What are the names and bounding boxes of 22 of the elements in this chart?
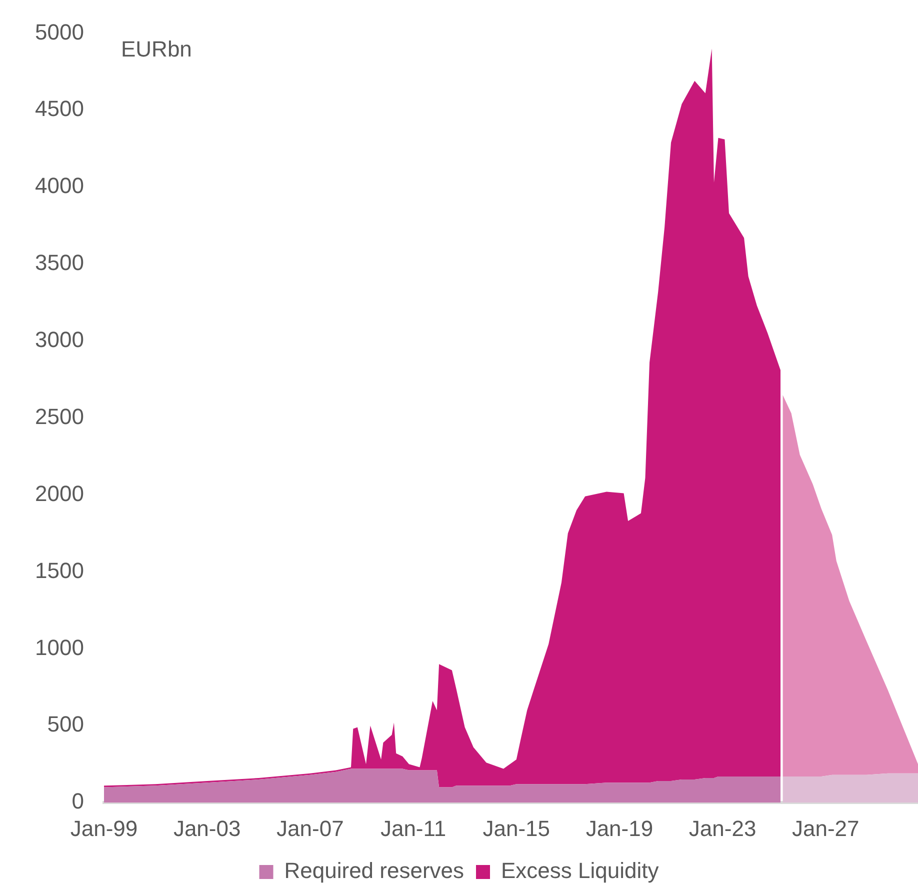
y-tick-label: 3500 [35,250,84,276]
y-tick-label: 2000 [35,480,84,506]
x-tick-label: Jan-11 [380,816,446,841]
y-tick-label: 3000 [35,327,84,352]
legend-label: Excess Liquidity [501,858,659,884]
y-tick-label: 0 [72,788,84,814]
x-tick-label: Jan-99 [70,816,138,841]
y-tick-label: 4000 [35,173,84,198]
y-tick-label: 4500 [35,96,84,122]
y-tick-label: 500 [47,712,84,737]
y-tick-label: 5000 [35,19,84,44]
legend-label: Required reserves [284,858,464,884]
x-tick-label: Jan-15 [482,816,550,841]
y-tick-label: 1000 [35,634,84,660]
y-tick-label: 1500 [35,558,84,583]
x-tick-label: Jan-27 [792,816,860,841]
x-tick-label: Jan-07 [276,816,344,841]
y-tick-label: 2500 [35,404,84,429]
x-tick-label: Jan-23 [688,816,756,841]
x-tick-label: Jan-19 [586,816,654,841]
x-tick-label: Jan-03 [173,816,241,841]
y-axis-title: EURbn [121,36,192,62]
